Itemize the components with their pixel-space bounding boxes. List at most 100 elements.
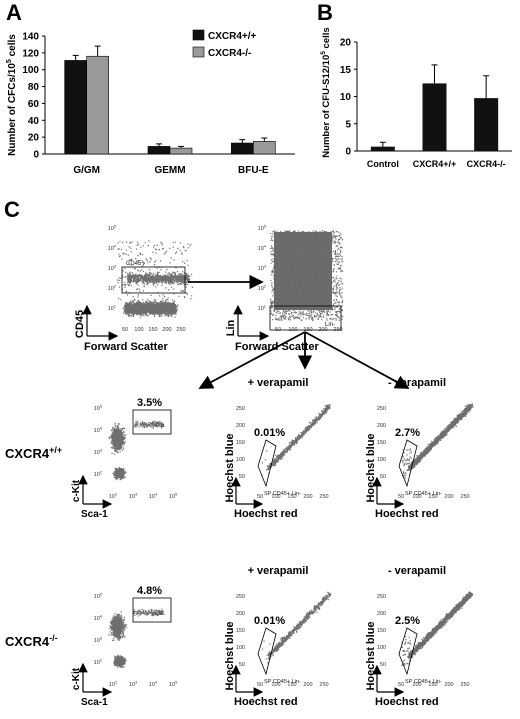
b-category-label: CXCR4+/+	[413, 159, 457, 169]
hoechst-ytick: 100	[236, 457, 245, 463]
a-bar	[253, 141, 276, 155]
a-legend-swatch	[192, 29, 205, 41]
hoechst-xtick: 200	[444, 494, 453, 500]
hoechst-ytick: 50	[239, 474, 245, 480]
hoechst-x-label: Hoechst red	[375, 696, 439, 708]
panel-a-letter: A	[6, 0, 22, 25]
a-legend-swatch	[192, 46, 205, 58]
hoechst-side-pop	[261, 450, 270, 476]
hoechst-ytick: 50	[380, 474, 386, 480]
panel-b-letter: B	[317, 0, 333, 25]
ksl-ytick: 103	[94, 636, 103, 645]
a-bar	[86, 55, 109, 155]
sp-gate-label: SP CD45+ Lin-	[405, 679, 442, 685]
chart-a: 0 20 40 60 80 100 120 140 G/GM GEMM BFU-E Number of…	[6, 29, 295, 176]
b-ytick-label: 5	[345, 119, 351, 130]
sp-gate	[257, 627, 277, 676]
ksl-ytick: 105	[94, 592, 103, 601]
ksl-x-label: Sca-1	[81, 697, 108, 708]
ksl-ytick: 102	[94, 658, 103, 667]
hoechst-xtick: 50	[398, 682, 404, 688]
lin-ytick: 101	[258, 304, 267, 313]
plot-hoechst-plus-verapamil: SP CD45+ Lin- 0.01% 50 50 100 100 150 150 200 200…	[224, 591, 332, 708]
lin-ytick: 102	[258, 284, 267, 293]
hoechst-xtick: 200	[303, 682, 312, 688]
ksl-cloud-ksl-points	[133, 608, 164, 617]
condition-header: + verapamil	[248, 565, 309, 577]
lin-gate	[269, 305, 342, 331]
hoechst-side-pop	[401, 636, 412, 666]
hoechst-diagonal-cloud-points	[265, 404, 331, 471]
hoechst-y-label: Hoechst blue	[224, 621, 236, 690]
sp-percent: 0.01%	[254, 427, 285, 439]
condition-header: - verapamil	[388, 565, 446, 577]
ksl-cloud-main	[108, 422, 127, 455]
ksl-y-label: c-Kit	[71, 479, 82, 502]
hoechst-xtick: 100	[412, 494, 421, 500]
hoechst-xtick: 150	[287, 682, 296, 688]
plot-ksl: KSL 3.5% 102 103 104 105 102 103 104 105 c-Kit Sca-…	[71, 397, 178, 520]
lin-xtick: 200	[318, 327, 327, 333]
ksl-cloud-low-points	[112, 467, 127, 481]
ksl-gate-label: KSL	[155, 423, 165, 429]
hoechst-y-label: Hoechst blue	[365, 433, 377, 502]
ksl-gate	[132, 597, 172, 623]
a-category-label: G/GM	[73, 165, 100, 176]
ksl-ytick: 104	[94, 614, 103, 623]
b-bar	[370, 146, 395, 151]
panel-c-letter: C	[4, 197, 20, 222]
sp-gate	[398, 627, 418, 676]
b-category-label: CXCR4-/-	[467, 159, 506, 169]
hoechst-ytick: 200	[236, 611, 245, 617]
ksl-xtick: 102	[109, 492, 118, 501]
ksl-gate-label: KSL	[155, 611, 165, 617]
ksl-xtick: 103	[129, 680, 138, 689]
b-ytick-label: 20	[340, 38, 352, 49]
hoechst-ytick: 200	[377, 423, 386, 429]
hoechst-y-label: Hoechst blue	[365, 621, 377, 690]
hoechst-xtick: 100	[412, 682, 421, 688]
plot-hoechst-minus-verapamil: SP CD45+ Lin- 2.5% 50 50 100 100 150 150 200 200 2…	[365, 591, 474, 708]
a-bar	[64, 60, 87, 155]
chart-b: 0 5 10 15 20 Control CXCR4+/+ CXCR4-/- Number of…	[320, 27, 512, 169]
cd45-sparse-points	[117, 240, 193, 302]
sp-percent: 2.5%	[395, 615, 420, 627]
a-legend-label: CXCR4+/+	[208, 31, 257, 42]
a-y-axis-label: Number of CFCs/105 cells	[6, 34, 18, 156]
arrow-to-ksl	[198, 331, 306, 389]
hoechst-ytick: 150	[377, 628, 386, 634]
ksl-ytick: 104	[94, 426, 103, 435]
cd45-gate-label: CD45+	[126, 261, 145, 267]
b-ytick-label: 0	[345, 147, 351, 158]
hoechst-y-label: Hoechst blue	[224, 433, 236, 502]
genotype-label: CXCR4-/-	[5, 633, 58, 649]
ksl-cloud-main-points	[108, 422, 127, 455]
cd45-ytick: 101	[108, 304, 117, 313]
lin-y-label: Lin	[225, 319, 237, 336]
b-bar	[474, 98, 499, 151]
cd45-sparse	[117, 240, 193, 302]
cd45-neg-cloud-points	[122, 298, 179, 318]
lin-xtick: 150	[303, 327, 312, 333]
hoechst-diagonal-cloud	[265, 591, 332, 660]
a-ytick-label: 100	[22, 65, 39, 76]
a-ytick-label: 0	[33, 150, 39, 161]
hoechst-x-label: Hoechst red	[234, 696, 298, 708]
hoechst-side-pop-points	[261, 450, 270, 476]
ksl-xtick: 105	[169, 492, 178, 501]
sp-gate-label: SP CD45+ Lin-	[405, 491, 442, 497]
hoechst-xtick: 250	[460, 494, 469, 500]
ksl-xtick: 102	[109, 680, 118, 689]
ksl-cloud-low	[112, 467, 127, 481]
hoechst-ytick: 200	[377, 611, 386, 617]
ksl-ytick: 103	[94, 448, 103, 457]
hoechst-diagonal-cloud-points	[265, 591, 332, 660]
hoechst-xtick: 100	[271, 494, 280, 500]
ksl-cloud-low-points	[113, 654, 127, 668]
b-ytick-label: 15	[340, 65, 352, 76]
hoechst-x-label: Hoechst red	[234, 508, 298, 520]
cd45-x-label: Forward Scatter	[84, 341, 168, 353]
a-bar	[147, 146, 171, 155]
hoechst-xtick: 150	[428, 682, 437, 688]
